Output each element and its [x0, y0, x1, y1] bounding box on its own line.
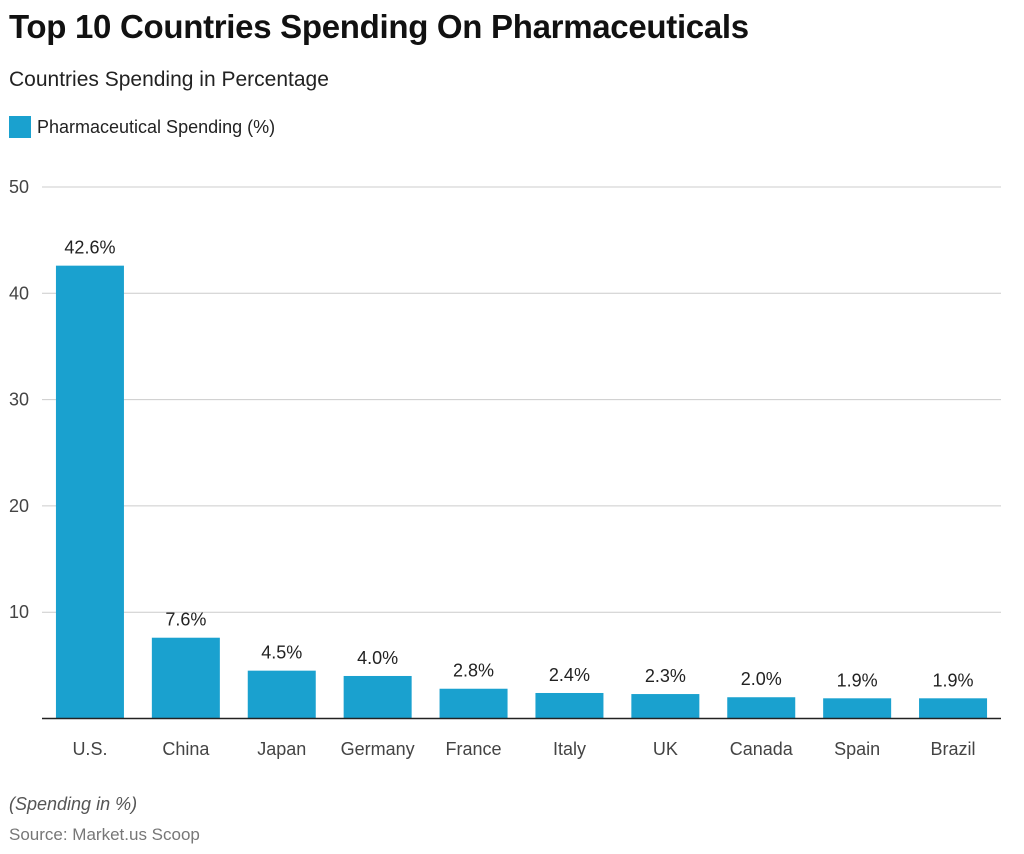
- data-label: 4.5%: [261, 643, 302, 663]
- x-tick-label: Spain: [834, 739, 880, 759]
- bar: [343, 675, 412, 719]
- chart-note: (Spending in %): [9, 794, 138, 814]
- x-tick-label: China: [162, 739, 210, 759]
- bar: [631, 694, 700, 719]
- data-label: 2.0%: [741, 669, 782, 689]
- source-credit: Source: Market.us Scoop: [9, 825, 200, 844]
- chart-subtitle: Countries Spending in Percentage: [9, 68, 329, 91]
- y-tick-label: 40: [9, 283, 29, 303]
- y-tick-label: 30: [9, 390, 29, 410]
- x-tick-label: Italy: [553, 739, 586, 759]
- data-label: 42.6%: [64, 238, 115, 258]
- x-tick-label: Brazil: [931, 739, 976, 759]
- x-tick-label: UK: [653, 739, 678, 759]
- legend-label: Pharmaceutical Spending (%): [37, 116, 276, 137]
- bar: [55, 265, 124, 719]
- y-tick-label: 10: [9, 602, 29, 622]
- x-tick-label: Japan: [257, 739, 306, 759]
- data-label: 2.4%: [549, 665, 590, 685]
- bar: [247, 670, 316, 719]
- data-label: 7.6%: [165, 610, 206, 630]
- x-tick-label: Canada: [730, 739, 794, 759]
- data-label: 4.0%: [357, 648, 398, 668]
- chart-title: Top 10 Countries Spending On Pharmaceuti…: [9, 8, 749, 45]
- x-tick-label: France: [446, 739, 502, 759]
- data-label: 1.9%: [933, 670, 974, 690]
- y-tick-label: 50: [9, 177, 29, 197]
- data-label: 2.3%: [645, 666, 686, 686]
- bar: [919, 698, 988, 719]
- data-label: 2.8%: [453, 661, 494, 681]
- legend-swatch: [9, 116, 31, 138]
- bar: [727, 697, 796, 719]
- legend: Pharmaceutical Spending (%): [9, 116, 275, 138]
- bar: [535, 692, 604, 719]
- bar: [151, 637, 220, 719]
- data-label: 1.9%: [837, 670, 878, 690]
- bar: [823, 698, 892, 719]
- x-tick-label: Germany: [341, 739, 415, 759]
- y-tick-label: 20: [9, 496, 29, 516]
- x-tick-label: U.S.: [72, 739, 107, 759]
- bar: [439, 688, 508, 719]
